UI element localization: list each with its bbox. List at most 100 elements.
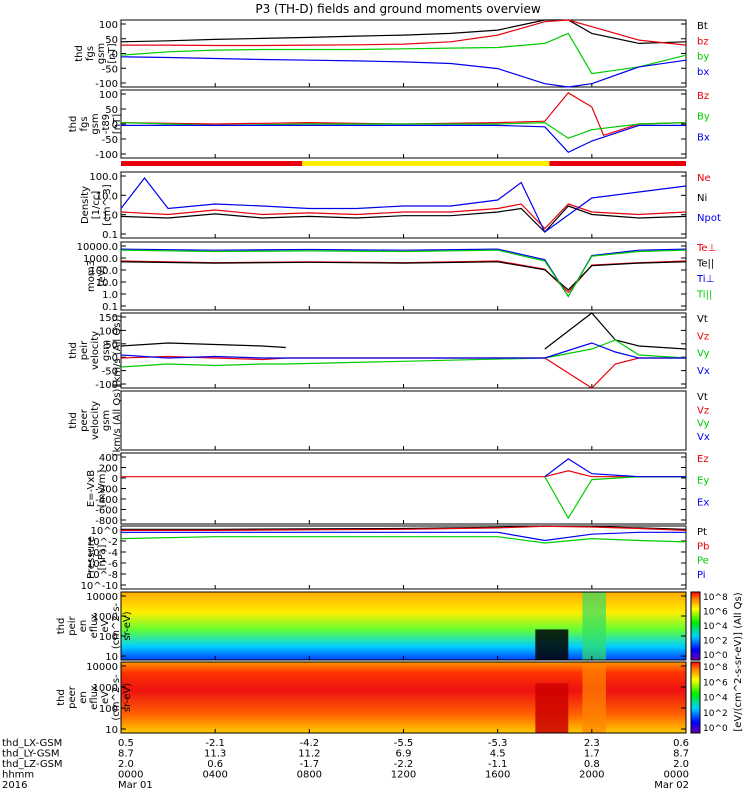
y-axis-label: peir (67, 615, 78, 635)
y-tick-label: 100 (99, 704, 118, 715)
series-Pb (121, 525, 687, 531)
colorbar-label: [eV/(cm^2-s-sr-eV)] (All Qs) (733, 592, 744, 731)
legend-entry: Ex (697, 497, 709, 508)
x-row-value: 0.6 (207, 759, 223, 770)
x-row-value: 0800 (297, 770, 322, 781)
y-tick-label: 10.0 (96, 278, 118, 289)
y-tick-label: -50 (102, 135, 118, 146)
y-tick-label: 10.0 (96, 191, 118, 202)
y-tick-label: 100.0 (89, 172, 118, 183)
y-tick-label: 10000.0 (77, 242, 118, 253)
y-tick-label: 200 (99, 464, 118, 475)
series-Ne (120, 203, 687, 230)
y-axis-label: [nT] (107, 43, 118, 63)
series-group-fgs_gsm_t89 (120, 92, 687, 154)
panel-frame (120, 390, 687, 451)
panel-peir_eflux: thd peir en eflux eV (cm^2-s-sr-eV) 10000 1000 1… (56, 591, 687, 663)
spectrogram-band (582, 662, 606, 733)
y-tick-label: 0.1 (102, 302, 118, 313)
y-tick-label: -100 (95, 79, 118, 90)
legend-entry: Pe (697, 556, 709, 567)
series-Pe (120, 536, 687, 544)
y-tick-label: 1000 (93, 683, 118, 694)
y-axis-label: [cm^-3] (102, 184, 113, 225)
x-row-value: 0.5 (118, 738, 134, 749)
y-axis-label: Pressure (86, 536, 97, 579)
y-axis-label: gsm (90, 113, 101, 134)
y-tick-label: -400 (95, 495, 118, 506)
x-row-value: -2.2 (394, 759, 414, 770)
y-axis-label: thd (56, 689, 67, 706)
series-bz (121, 19, 687, 47)
y-axis-label: thd (68, 342, 79, 359)
x-row-value: 8.7 (673, 749, 689, 760)
y-tick-label: 1000.0 (83, 254, 118, 265)
series-Bz (120, 92, 687, 137)
colorbar-tick-label: 10^0 (703, 651, 728, 661)
figure-title: P3 (TH-D) fields and ground moments over… (255, 2, 540, 16)
x-row-label: thd_LX-GSM (2, 738, 62, 749)
panel-peer_eflux: thd peer en eflux eV (cm^2-s-sr-eV) 10000 1000 1… (56, 661, 687, 736)
x-row-value: 11.3 (204, 749, 226, 760)
y-tick-label: 10000 (86, 592, 118, 603)
y-axis-label: en (78, 620, 89, 633)
y-axis-label: -t89 (101, 114, 112, 134)
series-group-density (120, 177, 687, 233)
spectrogram-dark-region (535, 629, 569, 660)
y-tick-label: 100 (99, 20, 118, 31)
y-tick-label: 100 (99, 632, 118, 643)
colorbar-tick-label: 10^4 (703, 694, 728, 704)
y-axis-label: eflux (89, 614, 100, 639)
panel-frame (120, 241, 687, 311)
series-Bx (121, 124, 686, 154)
mode-bar-slow (549, 161, 686, 166)
panel-fgs_gsm: thd fgs gsm [nT] 100 50 0 -50 -100 Bt bz by bx (74, 19, 709, 90)
y-tick-label: 50 (105, 105, 118, 116)
x-row-value: -1.7 (300, 759, 320, 770)
y-axis-label: fgs (79, 116, 90, 131)
y-tick-label: 0 (112, 50, 118, 61)
y-tick-label: 10^-10 (81, 581, 118, 592)
y-axis-label: peer (79, 408, 90, 432)
y-axis-label: [km/s (All Qs)] (112, 385, 123, 457)
y-axis-label: en (78, 691, 89, 704)
x-row-value: 6.9 (396, 749, 412, 760)
x-row-value: -4.2 (300, 738, 320, 749)
y-tick-label: 0 (112, 120, 118, 131)
y-axis-label: mom3 (86, 260, 97, 292)
y-axis-label: thd (74, 45, 85, 62)
colorbar-tick-label: 10^8 (703, 663, 728, 673)
y-axis-label: gsm (96, 43, 107, 64)
legend-entry: Ti⊥ (696, 274, 714, 285)
x-row-value: 8.7 (118, 749, 134, 760)
y-tick-label: 100 (99, 90, 118, 101)
panel-frame (120, 19, 687, 88)
colorbar (690, 661, 701, 734)
y-axis-label: peer (67, 685, 78, 709)
colorbar-tick-label: 10^8 (703, 593, 728, 603)
mode-bar-slow (121, 161, 303, 166)
series-Ni (120, 205, 687, 233)
x-row-value: -5.5 (394, 738, 414, 749)
legend-entry: Vt (697, 314, 708, 325)
y-tick-label: 400 (99, 453, 118, 464)
legend-entry: Pt (697, 527, 707, 538)
panel-frame (120, 525, 687, 590)
legend-entry: By (697, 112, 710, 123)
y-tick-label: 10^-8 (87, 570, 118, 581)
legend-entry: Ey (697, 476, 709, 487)
colorbar-tick-label: 10^6 (703, 608, 728, 618)
x-row-value: 2000 (579, 770, 604, 781)
y-tick-label: -50 (102, 367, 118, 378)
x-row-value: 2.0 (118, 759, 134, 770)
series-group-efield (121, 458, 686, 520)
y-axis-label: fgs (85, 46, 96, 61)
y-axis-label: thd (56, 618, 67, 635)
series-Ti⊥ (120, 248, 687, 298)
x-row-value: 0400 (202, 770, 227, 781)
y-tick-label: 1.0 (102, 211, 118, 222)
y-axis-label: eV (100, 619, 111, 632)
y-tick-label: 1.0 (102, 290, 118, 301)
